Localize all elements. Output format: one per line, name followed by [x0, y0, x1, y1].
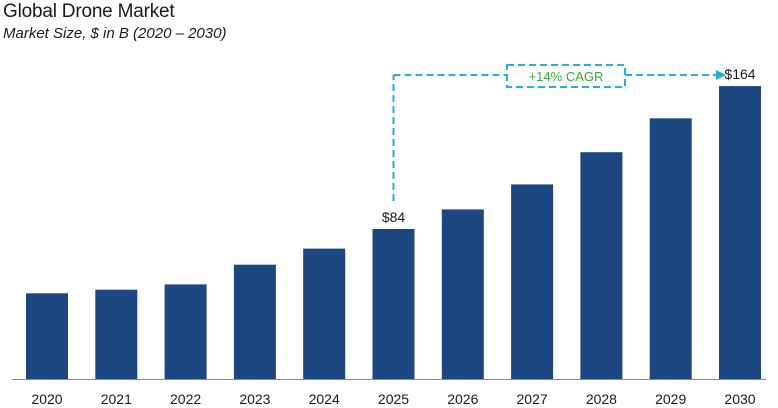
chart-subtitle: Market Size, $ in B (2020 – 2030): [3, 25, 227, 42]
x-tick-label-2024: 2024: [309, 391, 340, 407]
x-tick-label-2026: 2026: [447, 391, 478, 407]
chart-title: Global Drone Market: [3, 1, 175, 22]
bar-2024: [303, 248, 346, 379]
bars-group: [26, 86, 761, 380]
bar-2028: [580, 152, 623, 379]
x-tick-label-2023: 2023: [239, 391, 270, 407]
bar-2026: [441, 209, 484, 379]
x-tick-label-2028: 2028: [586, 391, 617, 407]
bar-2025: [372, 229, 415, 379]
bar-2022: [164, 284, 207, 379]
x-tick-label-2029: 2029: [655, 391, 686, 407]
bar-2023: [233, 264, 276, 379]
bar-2029: [649, 118, 692, 380]
data-label-2025: $84: [382, 209, 406, 225]
cagr-arrow-icon: [716, 70, 726, 80]
bar-2020: [26, 293, 68, 379]
bar-2027: [511, 184, 554, 379]
cagr-label: +14% CAGR: [529, 69, 604, 84]
data-label-2030: $164: [724, 66, 755, 82]
bar-2021: [95, 289, 138, 379]
data-labels: $84 $164: [382, 66, 756, 225]
x-tick-label-2030: 2030: [724, 391, 755, 407]
bar-2030: [719, 86, 761, 379]
cagr-box: [506, 64, 626, 88]
cagr-annotation: +14% CAGR: [392, 64, 726, 201]
x-tick-label-2021: 2021: [101, 391, 132, 407]
x-tick-label-2022: 2022: [170, 391, 201, 407]
x-tick-label-2025: 2025: [378, 391, 409, 407]
x-tick-label-2020: 2020: [31, 391, 62, 407]
x-tick-label-2027: 2027: [517, 391, 548, 407]
x-tick-labels: 2020 2021 2022 2023 2024 2025 2026 2027 2028 2029…: [31, 391, 755, 407]
